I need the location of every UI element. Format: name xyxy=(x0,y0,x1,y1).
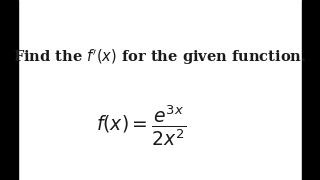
Bar xyxy=(0,0,18,180)
Bar xyxy=(302,0,320,180)
Text: $f(x) = \dfrac{e^{3x}}{2x^2}$: $f(x) = \dfrac{e^{3x}}{2x^2}$ xyxy=(96,103,186,148)
Text: Find the $f^{\prime}(x)$ for the given function.: Find the $f^{\prime}(x)$ for the given f… xyxy=(13,48,307,67)
